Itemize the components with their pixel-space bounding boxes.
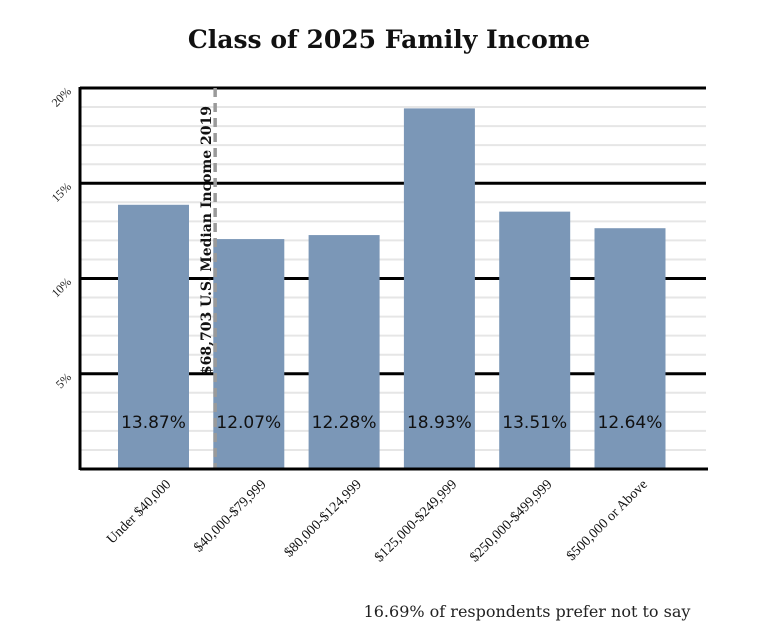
y-tick-label: 20% [49,84,74,109]
bar [594,228,666,469]
bar [213,239,285,469]
chart-title: Class of 2025 Family Income [188,25,590,54]
x-tick-label: $80,000-$124,999 [282,477,365,560]
axes [78,87,708,471]
value-label: 13.51% [502,413,567,433]
x-tick-label: $500,000 or Above [564,477,651,564]
median-label: $68,703 U.S. Median Income 2019 [199,106,215,375]
footnote: 16.69% of respondents prefer not to say [364,602,691,621]
value-labels: 13.87% 12.07% 12.28% 18.93% 13.51% 12.64% [121,413,662,433]
median-reference: $68,703 U.S. Median Income 2019 [199,88,217,469]
value-label: 12.07% [216,413,281,433]
value-label: 18.93% [407,413,472,433]
y-tick-label: 5% [53,370,74,391]
x-tick-label: $40,000-$79,999 [191,477,269,555]
y-tick-label: 10% [49,275,74,300]
x-tick-label: $250,000-$499,999 [467,477,555,565]
bar [308,235,380,469]
x-tick-label: $125,000-$249,999 [372,477,460,565]
y-tick-label: 15% [49,179,74,204]
x-tick-labels: Under $40,000 $40,000-$79,999 $80,000-$124… [104,477,651,565]
x-tick-label: Under $40,000 [104,477,174,547]
y-tick-labels: 5% 10% 15% 20% [49,84,74,391]
bars [118,108,666,470]
value-label: 12.64% [598,413,663,433]
bar [499,211,571,469]
value-label: 13.87% [121,413,186,433]
bar [403,108,475,470]
value-label: 12.28% [312,413,377,433]
bar [118,204,189,470]
